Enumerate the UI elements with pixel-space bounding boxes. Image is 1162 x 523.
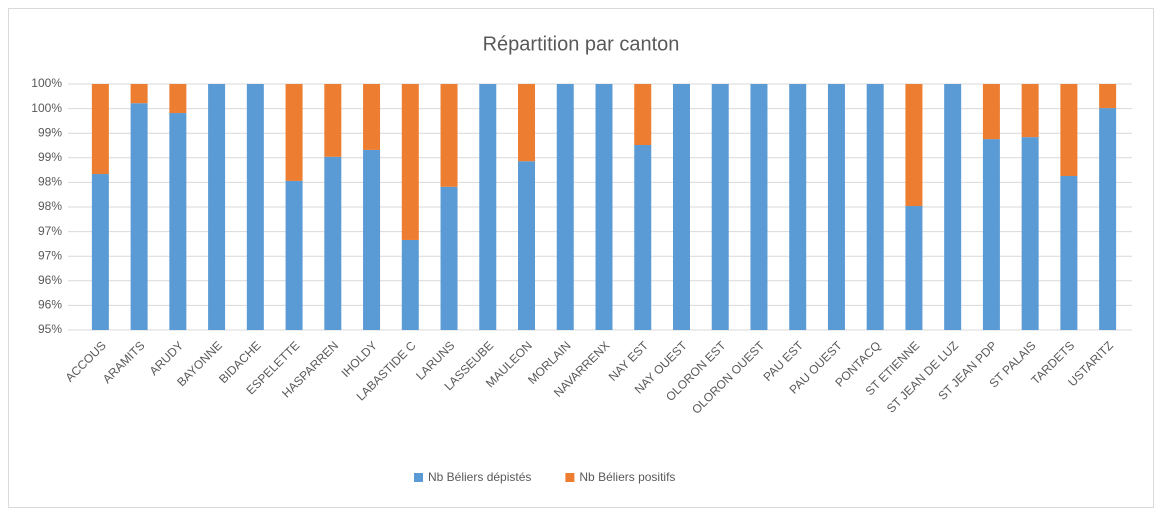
- legend-swatch: [414, 473, 423, 482]
- bar-segment: [905, 206, 923, 330]
- bar-segment: [363, 149, 381, 330]
- bar-segment: [982, 139, 1000, 330]
- y-tick-label: 97%: [38, 224, 62, 238]
- bar-segment: [285, 180, 303, 330]
- bar-segment: [1060, 176, 1078, 330]
- bar-segment: [401, 84, 419, 240]
- y-tick-label: 96%: [38, 298, 62, 312]
- y-tick-label: 95%: [38, 322, 62, 336]
- bar-segment: [711, 84, 729, 330]
- y-tick-label: 97%: [38, 248, 62, 262]
- bar-segment: [672, 84, 690, 330]
- bar-segment: [324, 84, 342, 157]
- bar-segment: [324, 156, 342, 330]
- legend-label: Nb Béliers positifs: [579, 470, 675, 484]
- bar-segment: [595, 84, 613, 330]
- y-tick-label: 99%: [38, 125, 62, 139]
- bar-segment: [169, 84, 187, 114]
- bar-segment: [518, 161, 536, 330]
- bar-segment: [401, 239, 419, 330]
- bar-segment: [91, 84, 109, 175]
- bar-segment: [827, 84, 845, 330]
- bar-segment: [944, 84, 962, 330]
- bar-segment: [866, 84, 884, 330]
- bar-segment: [905, 84, 923, 207]
- legend-label: Nb Béliers dépistés: [428, 470, 531, 484]
- bar-segment: [285, 84, 303, 181]
- bar-segment: [1021, 84, 1039, 138]
- bar-segment: [750, 84, 768, 330]
- y-tick-label: 100%: [31, 101, 62, 115]
- bar-segment: [556, 84, 574, 330]
- y-tick-label: 98%: [38, 199, 62, 213]
- bar-segment: [634, 84, 652, 146]
- y-tick-label: 96%: [38, 273, 62, 287]
- bar-segment: [169, 113, 187, 330]
- y-tick-label: 100%: [31, 76, 62, 90]
- legend-swatch: [565, 473, 575, 482]
- chart-border: [8, 8, 1154, 508]
- bar-segment: [1099, 84, 1117, 109]
- bar-segment: [789, 84, 807, 330]
- bar-segment: [208, 84, 226, 330]
- bar-segment: [1099, 108, 1117, 330]
- bar-segment: [982, 84, 1000, 140]
- bar-segment: [440, 186, 458, 330]
- bar-segment: [130, 84, 148, 104]
- chart-title: Répartition par canton: [483, 33, 680, 55]
- bar-segment: [518, 84, 536, 162]
- bar-segment: [363, 84, 381, 150]
- y-tick-label: 98%: [38, 175, 62, 189]
- bar-segment: [91, 174, 109, 330]
- bar-segment: [1021, 137, 1039, 330]
- bar-segment: [246, 84, 264, 330]
- bar-segment: [440, 84, 458, 187]
- bar-segment: [479, 84, 497, 330]
- bar-segment: [1060, 84, 1078, 177]
- bar-segment: [634, 145, 652, 330]
- y-tick-label: 99%: [38, 150, 62, 164]
- bar-segment: [130, 103, 148, 330]
